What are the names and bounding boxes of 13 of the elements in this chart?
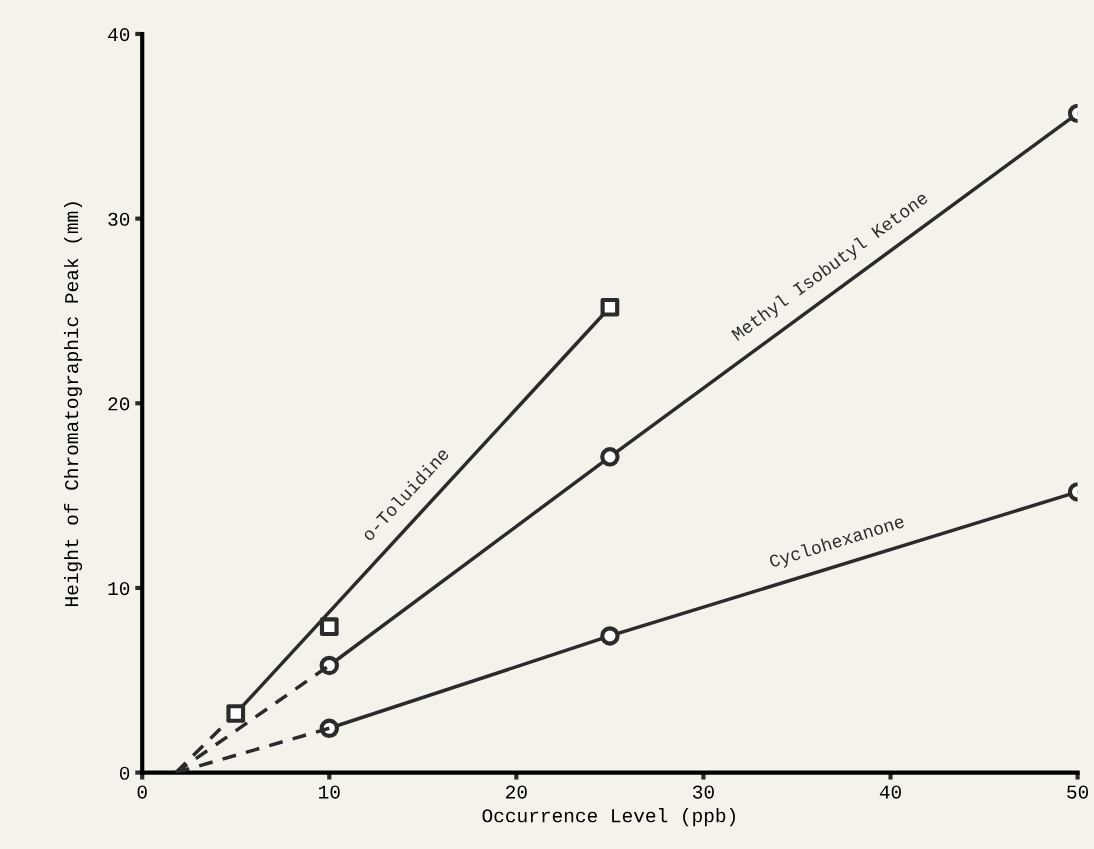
y-tick-label: 0 — [119, 766, 130, 780]
x-axis-title: Occurrence Level (ppb) — [482, 808, 735, 827]
y-tick-label: 10 — [108, 581, 130, 596]
x-tick-label: 30 — [692, 785, 714, 799]
y-tick-label: 30 — [108, 212, 130, 226]
y-tick-label: 20 — [108, 397, 130, 411]
x-tick-label: 50 — [1067, 785, 1089, 799]
y-tick-label: 40 — [108, 28, 130, 42]
x-tick-label: 20 — [506, 785, 527, 799]
x-tick-label: 10 — [319, 785, 340, 799]
y-axis-title: Height of Chromatographic Peak (mm) — [63, 202, 83, 606]
x-tick-label: 0 — [137, 785, 147, 799]
x-tick-label: 40 — [879, 785, 901, 799]
